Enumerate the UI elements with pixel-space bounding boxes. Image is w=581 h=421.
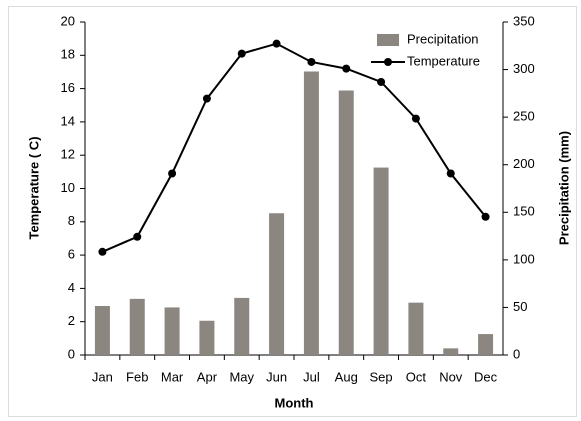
y-tick-label: 8	[68, 213, 75, 228]
x-tick-label: Feb	[126, 369, 148, 384]
y2-tick-label: 250	[513, 109, 535, 124]
y-tick-label: 16	[61, 80, 75, 95]
y-tick-label: 20	[61, 13, 75, 28]
marker	[446, 169, 455, 178]
legend-label: Precipitation	[407, 31, 479, 46]
marker	[377, 77, 386, 86]
bar	[408, 302, 424, 355]
y-tick-label: 10	[61, 180, 75, 195]
x-tick-label: Sep	[370, 369, 393, 384]
x-tick-label: Dec	[474, 369, 498, 384]
marker	[98, 247, 107, 256]
y2-tick-label: 100	[513, 251, 535, 266]
bar	[199, 320, 215, 355]
x-tick-label: Apr	[197, 369, 218, 384]
y2-tick-label: 150	[513, 204, 535, 219]
y2-tick-label: 300	[513, 61, 535, 76]
x-tick-label: Oct	[406, 369, 427, 384]
marker	[481, 212, 490, 221]
y2-tick-label: 350	[513, 13, 535, 28]
x-tick-label: May	[229, 369, 254, 384]
bar	[443, 348, 459, 355]
bar	[269, 213, 285, 355]
y2-axis-title: Precipitation (mm)	[556, 131, 571, 245]
y-tick-label: 4	[68, 280, 75, 295]
marker	[202, 94, 211, 103]
x-tick-label: Jun	[266, 369, 287, 384]
bar	[478, 334, 494, 355]
y2-tick-label: 200	[513, 156, 535, 171]
x-tick-label: Nov	[439, 369, 463, 384]
bar	[129, 298, 145, 355]
y-tick-label: 18	[61, 47, 75, 62]
x-tick-label: Jan	[92, 369, 113, 384]
y-axis-title: Temperature ( C)	[26, 136, 41, 239]
marker	[133, 232, 142, 241]
y-tick-label: 12	[61, 147, 75, 162]
marker	[168, 169, 177, 178]
frame	[8, 6, 577, 417]
y2-tick-label: 50	[513, 299, 527, 314]
y-tick-label: 14	[61, 113, 75, 128]
bar	[164, 307, 180, 355]
x-tick-label: Aug	[335, 369, 358, 384]
bar	[94, 306, 110, 355]
bar	[373, 167, 389, 355]
bar	[234, 297, 250, 355]
line	[102, 42, 487, 253]
y-tick-label: 6	[68, 247, 75, 262]
bar	[338, 90, 354, 355]
x-tick-label: Jul	[303, 369, 320, 384]
legend-swatch	[384, 58, 392, 66]
marker	[272, 39, 281, 48]
legend-swatch	[377, 34, 399, 46]
y2-tick-label: 0	[513, 346, 520, 361]
marker	[307, 57, 316, 66]
bar	[303, 71, 319, 355]
x-tick-label: Mar	[161, 369, 184, 384]
marker	[342, 64, 351, 73]
y-tick-label: 2	[68, 313, 75, 328]
marker	[411, 114, 420, 123]
marker	[237, 49, 246, 58]
legend-label: Temperature	[407, 53, 480, 68]
y-tick-label: 0	[68, 346, 75, 361]
x-axis-title: Month	[275, 395, 314, 410]
